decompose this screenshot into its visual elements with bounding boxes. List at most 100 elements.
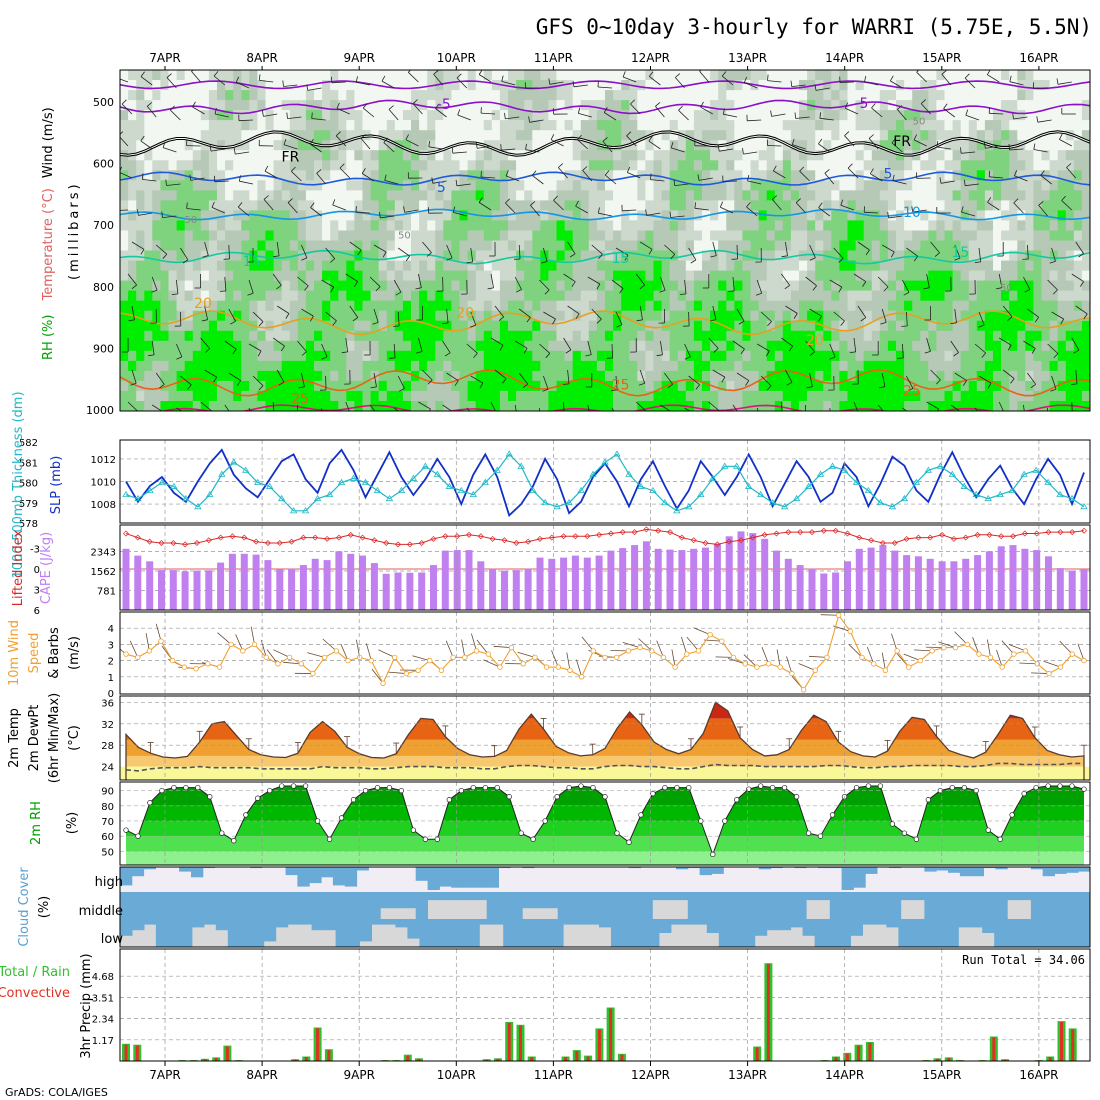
rh-cell [952, 270, 962, 282]
rh-cell [904, 290, 913, 302]
rh-cell [685, 110, 695, 121]
rh-cell [702, 290, 711, 302]
rh-cell [1001, 290, 1010, 302]
rh-cell [427, 90, 436, 101]
rh-cell [742, 270, 752, 282]
rh-cell [807, 140, 816, 151]
rh-cell [184, 280, 194, 292]
rh-cell [596, 300, 606, 312]
wind-barb-flag [604, 170, 610, 176]
rh-cell [685, 270, 695, 282]
rh-cell [1001, 340, 1010, 352]
rh-cell [855, 90, 865, 101]
rh-cell [176, 360, 186, 372]
rh-cell [839, 280, 849, 292]
rh-cell [281, 330, 291, 342]
rh-cell [499, 260, 509, 272]
rh-cell [144, 270, 153, 282]
rh-cell [596, 350, 606, 362]
rh-cell [799, 240, 808, 252]
rh-cell [265, 70, 275, 81]
rh-cell [896, 290, 905, 302]
rh-cell [370, 320, 380, 332]
rh-cell [726, 120, 735, 131]
wind-barb [446, 308, 449, 323]
rh-cell [289, 180, 299, 191]
rh-cell [136, 190, 145, 201]
rh-cell [669, 270, 679, 282]
rh-cell [588, 130, 598, 141]
rh-cell [936, 160, 946, 171]
rh-cell [742, 100, 752, 111]
rh-cell [120, 130, 129, 141]
rh-cell [532, 230, 541, 242]
rh-cell [483, 290, 493, 302]
rh-cell [879, 140, 889, 151]
rh-cell [378, 170, 388, 181]
rh-cell [289, 200, 299, 211]
wind-barb-flag [263, 195, 269, 200]
rh-cell [491, 100, 501, 111]
rh-cell [782, 170, 792, 181]
wind-barb [688, 247, 697, 261]
rh-cell [160, 310, 170, 322]
rh-cell [1009, 70, 1018, 81]
rh-cell [532, 170, 541, 181]
wind-barb-flag [936, 379, 941, 385]
rh-cell [556, 230, 566, 242]
rh-cell [936, 390, 946, 402]
rh-cell [669, 130, 679, 141]
rh-cell [200, 380, 210, 392]
rh-cell [192, 370, 202, 382]
rh-cell [637, 100, 646, 111]
rh-cell [596, 290, 606, 302]
rh-cell [677, 90, 687, 101]
rh-cell [653, 340, 663, 352]
wind-barb [530, 205, 540, 217]
rh-cell [645, 390, 655, 402]
rh-cell [1001, 160, 1010, 171]
wind-barb-flag [1056, 78, 1059, 85]
rh-cell [653, 370, 663, 382]
rh-cell [685, 140, 695, 151]
rh-cell [354, 180, 364, 191]
rh-cell [483, 401, 493, 411]
rh-cell [564, 260, 574, 272]
rh-cell [710, 390, 719, 402]
wind-barb-flag [381, 75, 386, 82]
rh-cell [710, 160, 719, 171]
rh-cell [532, 300, 541, 312]
rh-cell [685, 120, 695, 131]
rh-cell [928, 200, 937, 211]
rh-cell [904, 140, 913, 151]
rh-cell [613, 120, 622, 131]
rh-cell [1065, 170, 1075, 181]
rh-cell [580, 280, 590, 292]
rh-cell [588, 90, 598, 101]
rh-cell [217, 300, 226, 312]
wind-barb [853, 337, 857, 352]
rh-cell [1065, 210, 1075, 221]
rh-cell [815, 350, 824, 362]
rh-cell [702, 300, 711, 312]
rh-cell [774, 370, 784, 382]
wind-barb-flag [728, 290, 735, 292]
rh-cell [653, 250, 663, 262]
rh-cell [168, 380, 178, 392]
rh-cell [136, 150, 145, 161]
rh-cell [613, 320, 622, 332]
rh-cell [653, 220, 663, 231]
rh-cell [297, 130, 307, 141]
wind-barb-flag [186, 202, 188, 209]
rh-cell [669, 300, 679, 312]
wind-barb-flag [767, 321, 772, 327]
rh-cell [346, 280, 355, 292]
rh-cell [572, 160, 582, 171]
rh-cell [984, 240, 994, 252]
rh-cell [847, 270, 857, 282]
rh-cell [799, 270, 808, 282]
wind-barb-flag [442, 322, 449, 324]
rh-cell [233, 390, 242, 402]
rh-cell [451, 360, 461, 372]
rh-cell [799, 360, 808, 372]
